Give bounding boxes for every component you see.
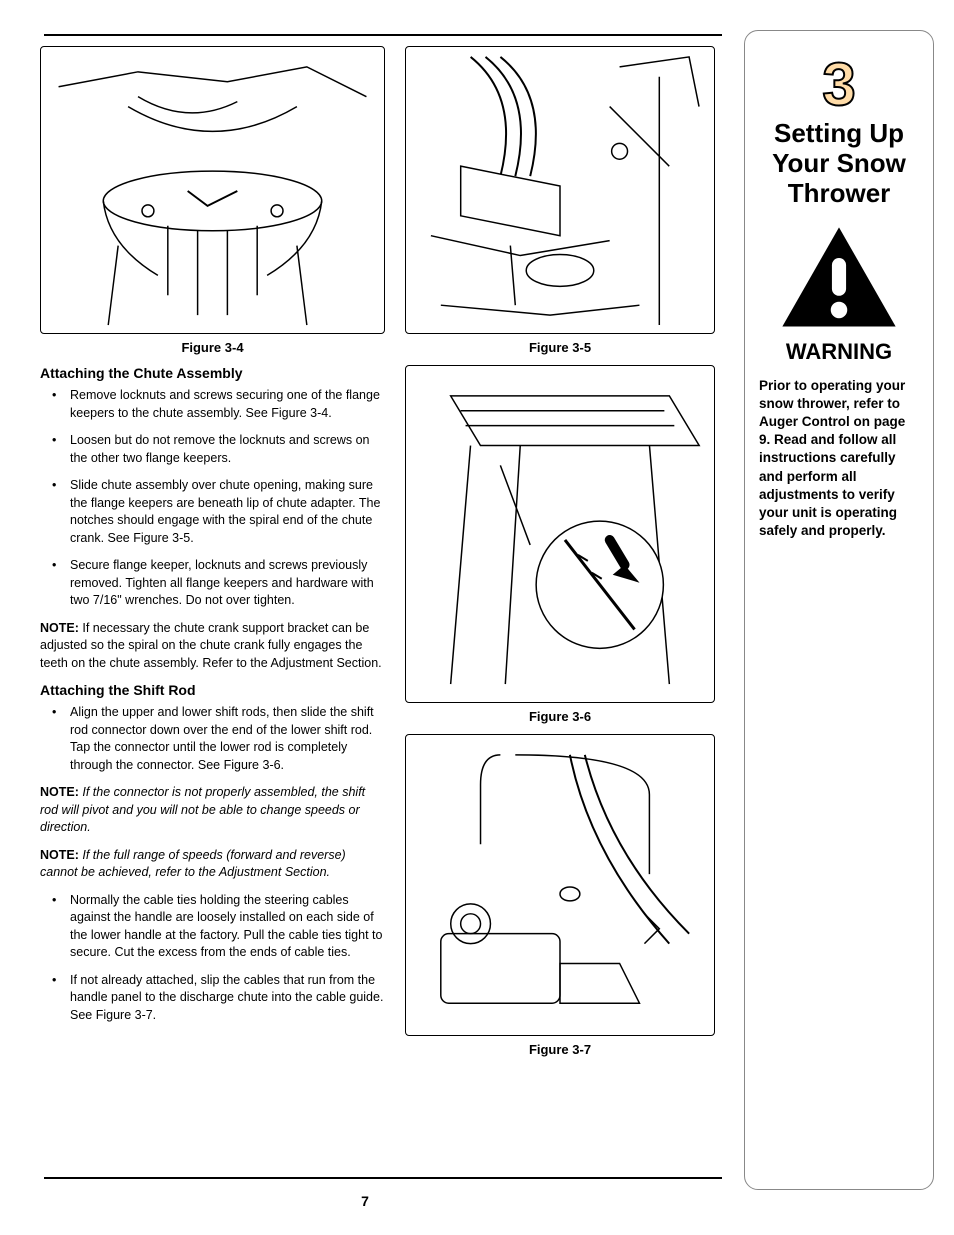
- figure-3-6-box: [405, 365, 715, 703]
- figure-3-6-caption: Figure 3-6: [405, 709, 715, 724]
- figure-3-7-caption: Figure 3-7: [405, 1042, 715, 1057]
- note-label: NOTE:: [40, 848, 79, 862]
- subhead-shift-rod: Attaching the Shift Rod: [40, 682, 385, 698]
- list-item: Align the upper and lower shift rods, th…: [60, 704, 385, 774]
- figure-3-7-diagram: [406, 735, 714, 1035]
- figure-3-4-diagram: [41, 47, 384, 333]
- note-text: If necessary the chute crank support bra…: [40, 621, 382, 670]
- list-item: Loosen but do not remove the locknuts an…: [60, 432, 385, 467]
- note-3: NOTE: If the full range of speeds (forwa…: [40, 847, 385, 882]
- warning-triangle-icon: [780, 225, 898, 329]
- note-label: NOTE:: [40, 785, 79, 799]
- warning-text: Prior to operating your snow thrower, re…: [759, 377, 919, 541]
- figure-3-5-box: [405, 46, 715, 334]
- page-number: 7: [0, 1193, 730, 1209]
- list-item: If not already attached, slip the cables…: [60, 972, 385, 1025]
- figure-3-6-diagram: [406, 366, 714, 702]
- list-item: Normally the cable ties holding the stee…: [60, 892, 385, 962]
- note-text: If the full range of speeds (forward and…: [40, 848, 346, 880]
- sidebar: 3 Setting Up Your Snow Thrower WARNING P…: [744, 30, 934, 1190]
- note-2: NOTE: If the connector is not properly a…: [40, 784, 385, 837]
- note-1: NOTE: If necessary the chute crank suppo…: [40, 620, 385, 673]
- top-rule: [44, 34, 722, 36]
- subhead-chute-assembly: Attaching the Chute Assembly: [40, 365, 385, 381]
- warning-heading: WARNING: [759, 339, 919, 365]
- right-column: Figure 3-5: [405, 46, 715, 1067]
- figure-3-5-caption: Figure 3-5: [405, 340, 715, 355]
- note-label: NOTE:: [40, 621, 79, 635]
- list-item: Secure flange keeper, locknuts and screw…: [60, 557, 385, 610]
- main-columns: Figure 3-4 Attaching the Chute Assembly …: [40, 30, 730, 1067]
- note-text: If the connector is not properly assembl…: [40, 785, 365, 834]
- list-item: Remove locknuts and screws securing one …: [60, 387, 385, 422]
- figure-3-7-box: [405, 734, 715, 1036]
- list-item: Slide chute assembly over chute opening,…: [60, 477, 385, 547]
- figure-3-5-diagram: [406, 47, 714, 333]
- bullets-chute-assembly: Remove locknuts and screws securing one …: [40, 387, 385, 610]
- figure-3-4-box: [40, 46, 385, 334]
- figure-3-4-caption: Figure 3-4: [40, 340, 385, 355]
- bullets-shift-rod-b: Normally the cable ties holding the stee…: [40, 892, 385, 1025]
- bottom-rule: [44, 1177, 722, 1179]
- left-column: Figure 3-4 Attaching the Chute Assembly …: [40, 46, 385, 1067]
- bullets-shift-rod-a: Align the upper and lower shift rods, th…: [40, 704, 385, 774]
- chapter-number: 3: [759, 55, 919, 115]
- page-content: Figure 3-4 Attaching the Chute Assembly …: [0, 0, 954, 1107]
- sidebar-title: Setting Up Your Snow Thrower: [759, 119, 919, 209]
